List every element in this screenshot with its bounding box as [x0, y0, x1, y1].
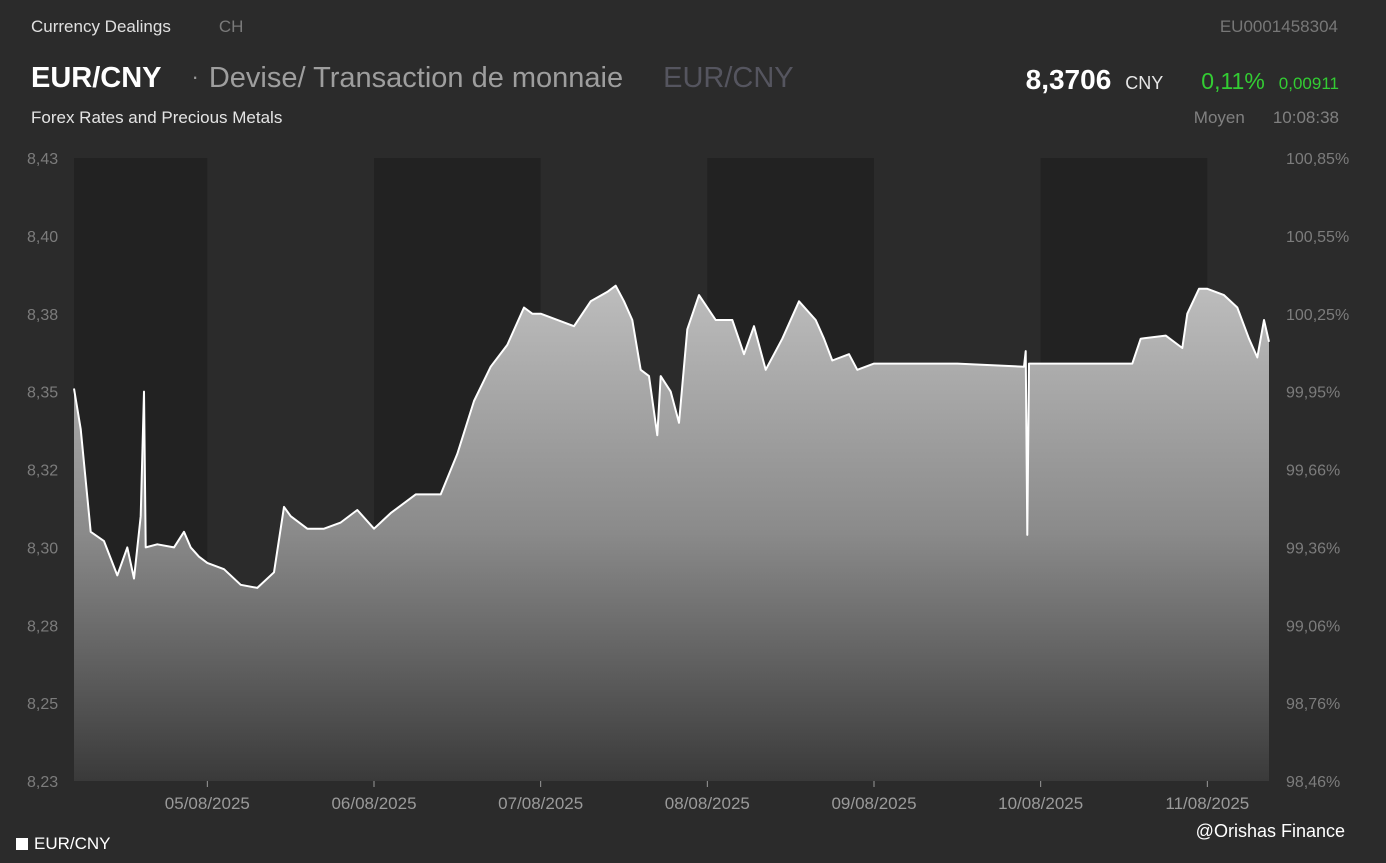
- y-tick-label: 8,32: [27, 463, 58, 480]
- y-tick-label-percent: 99,36%: [1286, 540, 1340, 557]
- legend-label: EUR/CNY: [34, 834, 111, 853]
- y-axis-right: 100,85% 100,55% 100,25% 99,95% 99,66% 99,36% 9…: [1286, 151, 1349, 791]
- y-tick-label-percent: 100,55%: [1286, 229, 1349, 246]
- y-tick-label: 8,30: [27, 540, 58, 557]
- price-area: [73, 284, 1270, 781]
- y-tick-label-percent: 99,06%: [1286, 618, 1340, 635]
- category-label: Currency Dealings CH: [31, 17, 243, 37]
- area-fill: [74, 285, 1269, 781]
- y-tick-label-percent: 98,76%: [1286, 696, 1340, 713]
- separator-dot: ·: [191, 64, 199, 89]
- y-tick-label: 8,25: [27, 696, 58, 713]
- y-tick-label: 8,23: [27, 774, 58, 791]
- y-tick-label-percent: 99,95%: [1286, 385, 1340, 402]
- x-tick-label: 09/08/2025: [831, 794, 916, 813]
- x-axis: 05/08/2025 06/08/2025 07/08/2025 08/08/2025…: [165, 781, 1249, 813]
- instrument-symbol-secondary: EUR/CNY: [663, 62, 794, 94]
- price-type: Moyen: [1193, 108, 1245, 127]
- y-tick-label-percent: 98,46%: [1286, 774, 1340, 791]
- y-tick-label: 8,28: [27, 618, 58, 635]
- x-tick-label: 08/08/2025: [665, 794, 750, 813]
- x-tick-label: 05/08/2025: [165, 794, 250, 813]
- quote-time: 10:08:38: [1272, 108, 1339, 127]
- y-axis-left: 8,43 8,40 8,38 8,35 8,32 8,30 8,28 8,25 8,23: [27, 151, 58, 791]
- isin-code: EU0001458304: [1219, 17, 1338, 36]
- watermark: @Orishas Finance: [1195, 821, 1345, 841]
- y-tick-label: 8,40: [27, 229, 58, 246]
- y-tick-label: 8,43: [27, 151, 58, 168]
- instrument-symbol: EUR/CNY: [31, 62, 162, 94]
- country-code: CH: [218, 17, 244, 36]
- y-tick-label-percent: 99,66%: [1286, 463, 1340, 480]
- quote-meta: Moyen 10:08:38: [1194, 108, 1339, 128]
- y-tick-label-percent: 100,25%: [1286, 307, 1349, 324]
- last-price: 8,3706: [1025, 64, 1112, 95]
- price-currency: CNY: [1125, 73, 1164, 93]
- y-tick-label: 8,38: [27, 307, 58, 324]
- y-tick-label: 8,35: [27, 385, 58, 402]
- instrument-description: Devise/ Transaction de monnaie: [208, 62, 624, 94]
- price-quote: 8,3706 CNY 0,11% 0,00911: [1026, 64, 1339, 96]
- x-tick-label: 11/08/2025: [1165, 794, 1249, 813]
- legend-swatch: [16, 838, 28, 850]
- change-percent: 0,11%: [1201, 68, 1265, 94]
- change-absolute: 0,00911: [1278, 74, 1339, 93]
- x-tick-label: 10/08/2025: [998, 794, 1083, 813]
- instrument-subtitle: Forex Rates and Precious Metals: [31, 108, 283, 127]
- x-tick-label: 07/08/2025: [498, 794, 583, 813]
- category-text: Currency Dealings: [31, 17, 171, 36]
- series-line-eur-cny: [73, 284, 1270, 589]
- x-tick-label: 06/08/2025: [331, 794, 416, 813]
- y-tick-label-percent: 100,85%: [1286, 151, 1349, 168]
- instrument-title: EUR/CNY · Devise/ Transaction de monnaie EU…: [31, 62, 794, 95]
- chart-legend[interactable]: EUR/CNY: [16, 834, 111, 854]
